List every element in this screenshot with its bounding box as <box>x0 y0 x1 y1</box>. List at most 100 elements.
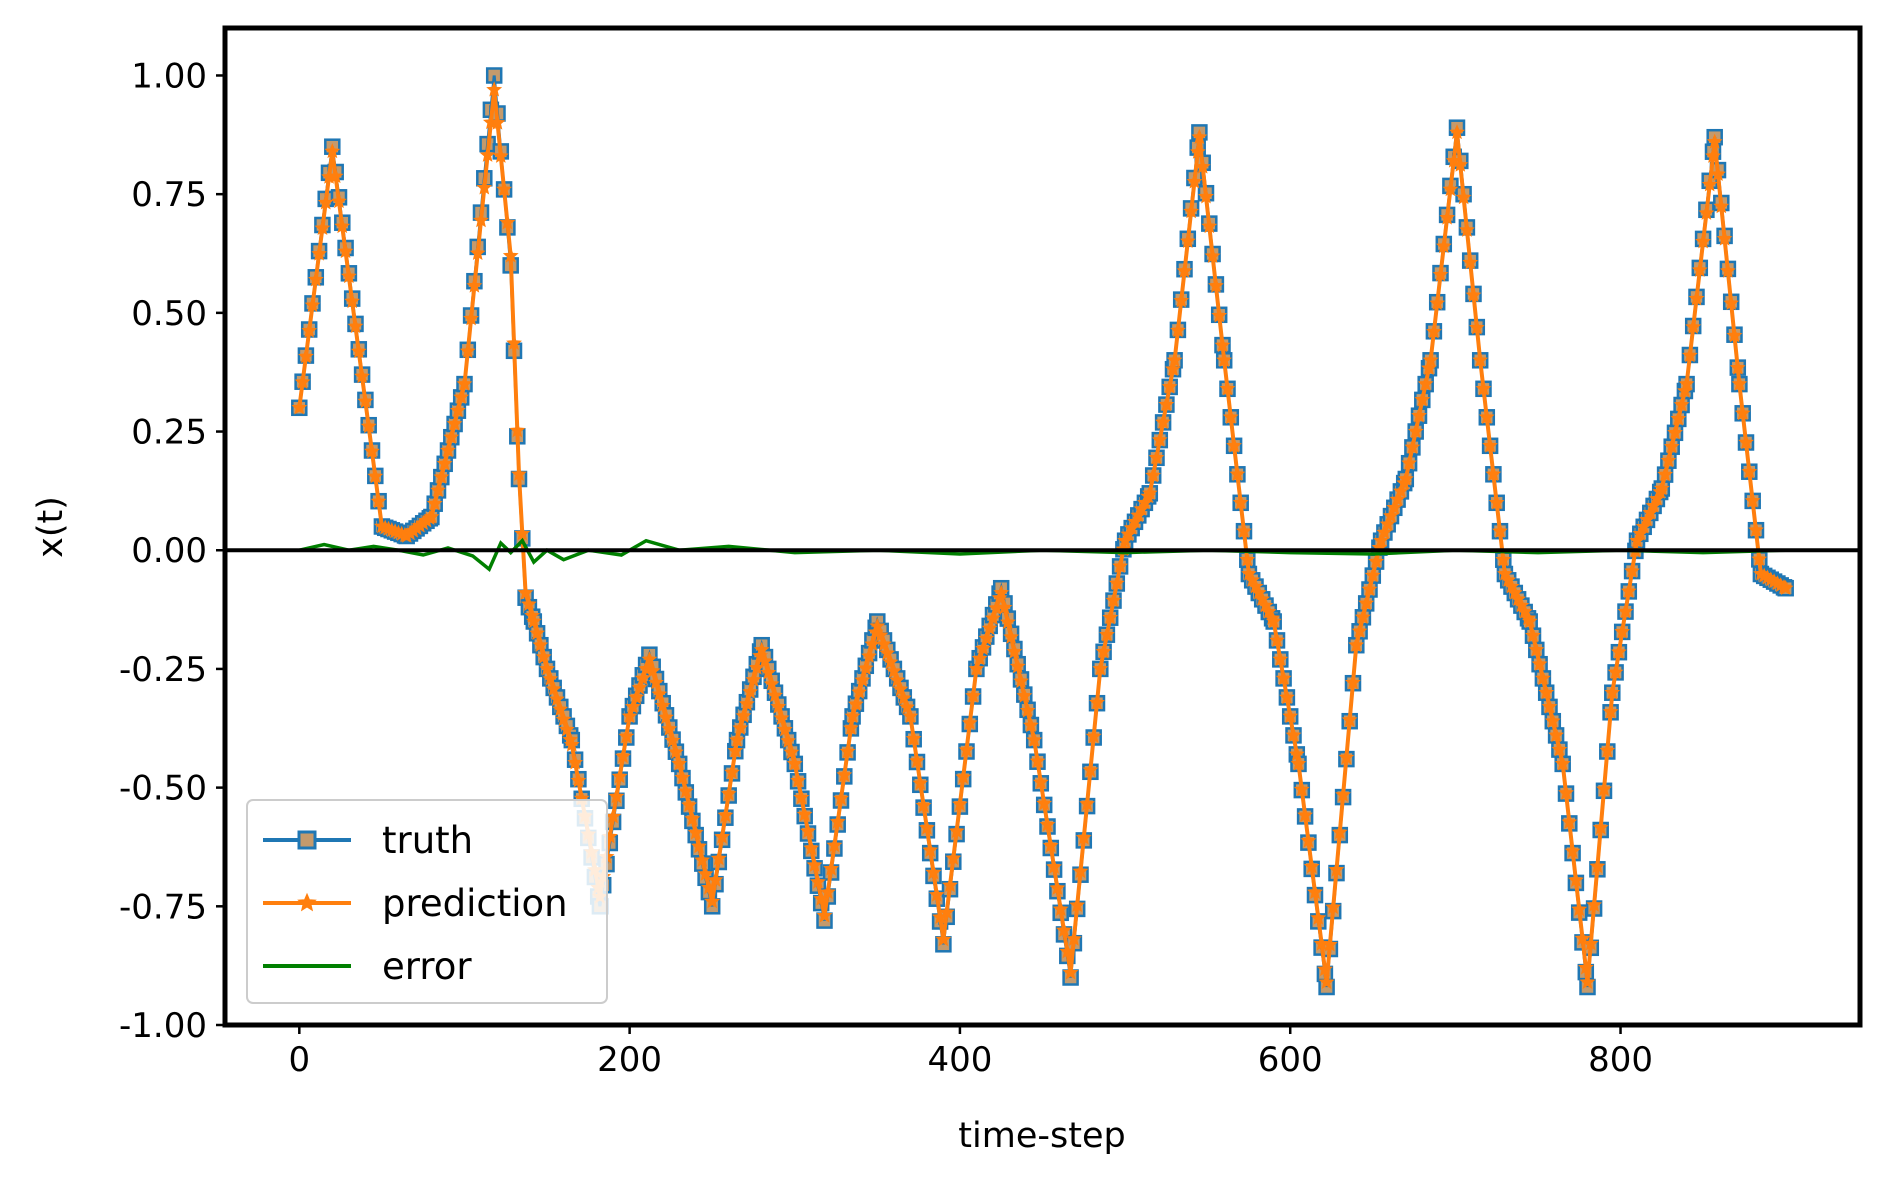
prediction-marker <box>1685 318 1702 334</box>
prediction-marker <box>1046 858 1062 874</box>
prediction-marker <box>1488 494 1505 510</box>
prediction-marker <box>476 179 493 195</box>
prediction-marker <box>793 789 810 805</box>
prediction-marker <box>486 81 503 97</box>
prediction-marker <box>1265 613 1282 629</box>
prediction-marker <box>1411 407 1427 423</box>
prediction-marker <box>1528 641 1545 657</box>
prediction-marker <box>1452 156 1469 172</box>
prediction-marker <box>1386 499 1403 515</box>
prediction-marker <box>745 671 762 687</box>
prediction-marker <box>1492 522 1508 538</box>
prediction-marker <box>615 748 631 764</box>
prediction-marker <box>466 277 483 293</box>
prediction-marker <box>1222 408 1239 425</box>
prediction-marker <box>684 810 701 826</box>
x-tick-label: 0 <box>288 1040 310 1080</box>
y-tick-label: -0.75 <box>119 887 207 927</box>
prediction-marker <box>489 114 506 130</box>
prediction-marker <box>1232 494 1249 510</box>
prediction-marker <box>1016 687 1033 703</box>
prediction-marker <box>1236 522 1252 538</box>
prediction-marker <box>1497 565 1513 581</box>
prediction-marker <box>704 893 721 909</box>
legend-entry-prediction: prediction <box>263 882 568 925</box>
prediction-marker <box>700 879 717 895</box>
prediction-marker <box>1219 380 1236 396</box>
prediction-marker <box>1325 899 1342 915</box>
prediction-marker <box>912 774 929 791</box>
prediction-marker <box>1670 410 1687 426</box>
x-axis-ticks: 0 200 400 600 800 <box>288 1025 1653 1080</box>
prediction-marker <box>1414 391 1431 407</box>
prediction-marker <box>1158 396 1175 412</box>
prediction-marker <box>1085 728 1102 744</box>
error-line <box>298 537 1786 572</box>
prediction-marker <box>1734 405 1751 421</box>
prediction-marker <box>563 736 580 752</box>
prediction-marker <box>520 596 537 612</box>
prediction-marker <box>767 687 783 703</box>
prediction-marker <box>1075 829 1092 845</box>
prediction-marker <box>1551 741 1568 757</box>
prediction-marker <box>1072 863 1089 879</box>
prediction-marker <box>654 697 671 713</box>
plot-frame <box>222 25 1863 1028</box>
prediction-marker <box>857 660 874 676</box>
legend-label-truth: truth <box>382 819 473 862</box>
prediction-marker <box>1173 292 1190 308</box>
prediction-marker <box>456 375 473 391</box>
prediction-marker <box>311 245 328 261</box>
prediction-marker <box>844 708 861 724</box>
prediction-marker <box>331 193 347 209</box>
prediction-marker <box>1003 628 1020 644</box>
prediction-marker <box>1166 351 1183 368</box>
prediction-marker <box>1503 578 1520 594</box>
prediction-marker <box>1582 935 1599 951</box>
prediction-marker <box>453 389 470 405</box>
prediction-marker <box>677 783 694 799</box>
prediction-marker <box>790 772 806 788</box>
prediction-marker <box>1429 295 1446 311</box>
prediction-marker <box>854 671 871 688</box>
prediction-marker <box>1300 832 1317 848</box>
prediction-marker <box>1571 901 1588 917</box>
prediction-marker <box>1719 262 1736 278</box>
prediction-marker <box>1657 466 1674 482</box>
prediction-marker <box>446 415 463 431</box>
prediction-marker <box>985 610 1001 626</box>
prediction-marker <box>826 837 843 853</box>
prediction-marker <box>459 343 476 359</box>
prediction-marker <box>340 268 357 284</box>
prediction-marker <box>1214 337 1231 353</box>
prediction-marker <box>426 495 443 511</box>
prediction-marker <box>1361 581 1378 597</box>
prediction-marker <box>1462 254 1479 270</box>
prediction-marker <box>1293 781 1310 797</box>
prediction-marker <box>1019 702 1036 718</box>
prediction-marker <box>1279 689 1295 705</box>
prediction-marker <box>1351 623 1368 638</box>
prediction-marker <box>1705 147 1721 163</box>
x-tick-label: 400 <box>927 1040 992 1080</box>
x-axis-label: time-step <box>958 1116 1125 1156</box>
prediction-marker <box>1321 936 1338 952</box>
prediction-marker <box>628 689 645 705</box>
prediction-marker <box>1194 158 1211 174</box>
prediction-marker <box>738 695 755 711</box>
prediction-marker <box>1710 165 1726 181</box>
prediction-marker <box>1688 290 1705 306</box>
legend: truth prediction error <box>246 799 608 1004</box>
prediction-marker <box>469 244 486 260</box>
prediction-marker <box>1338 749 1355 765</box>
prediction-marker <box>1455 189 1472 205</box>
prediction-marker <box>839 743 856 759</box>
prediction-marker <box>1777 579 1794 595</box>
prediction-marker <box>819 883 836 900</box>
prediction-marker <box>1596 780 1612 796</box>
prediction-marker <box>1404 439 1421 455</box>
prediction-marker <box>952 795 968 811</box>
prediction-marker <box>1341 711 1358 727</box>
prediction-marker <box>1472 351 1489 368</box>
prediction-marker <box>648 674 664 690</box>
